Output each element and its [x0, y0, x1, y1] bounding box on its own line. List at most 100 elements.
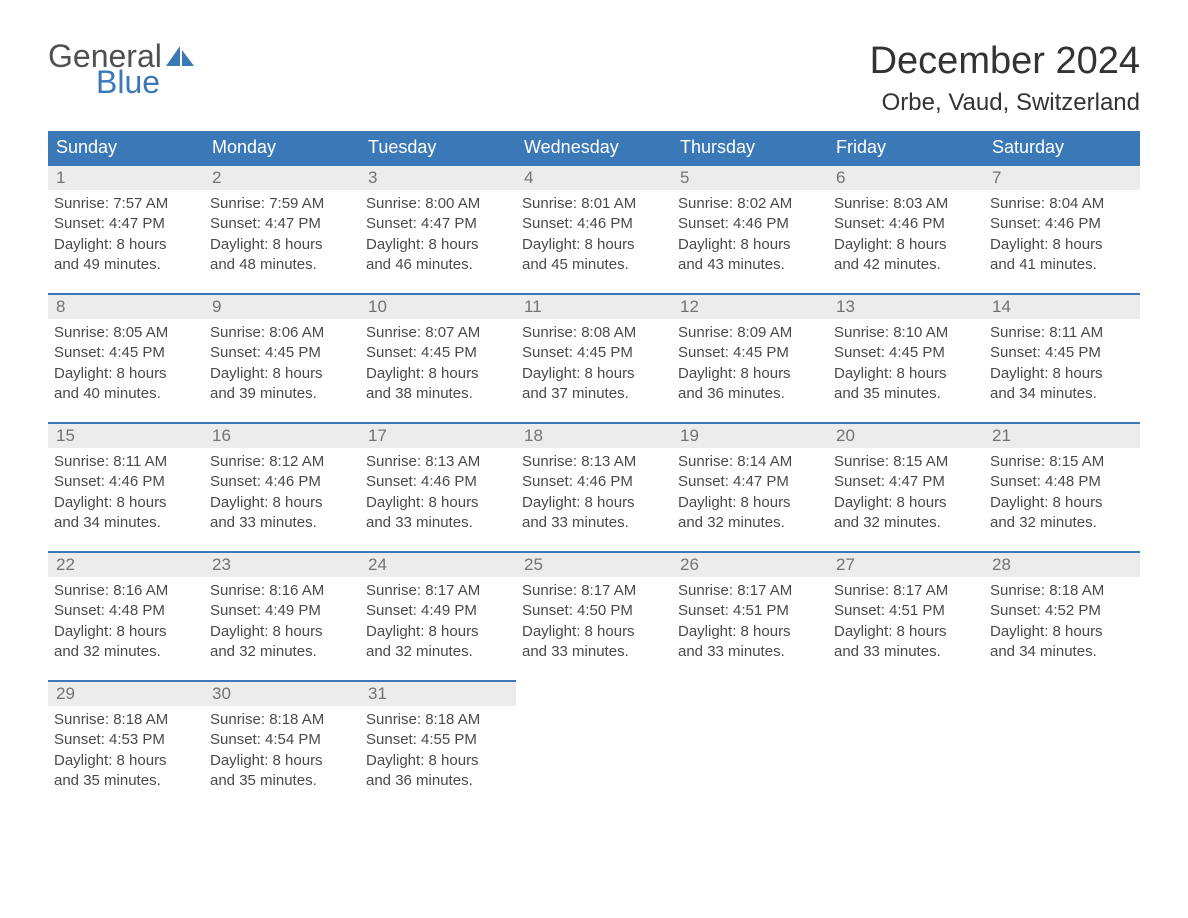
daylight-line-2: and 34 minutes.: [54, 513, 198, 533]
sunset-line: Sunset: 4:49 PM: [366, 601, 510, 621]
day-number: 5: [680, 168, 689, 187]
sunrise-line: Sunrise: 8:12 AM: [210, 452, 354, 472]
day-number: 13: [836, 297, 855, 316]
sunrise-line: Sunrise: 8:17 AM: [522, 581, 666, 601]
day-details: Sunrise: 7:57 AMSunset: 4:47 PMDaylight:…: [48, 190, 204, 275]
month-title: December 2024: [870, 40, 1140, 83]
daylight-line-1: Daylight: 8 hours: [210, 364, 354, 384]
day-number-bar: 19: [672, 422, 828, 448]
daylight-line-1: Daylight: 8 hours: [834, 364, 978, 384]
day-details: Sunrise: 8:08 AMSunset: 4:45 PMDaylight:…: [516, 319, 672, 404]
sunrise-line: Sunrise: 8:16 AM: [210, 581, 354, 601]
calendar-cell: 2Sunrise: 7:59 AMSunset: 4:47 PMDaylight…: [204, 164, 360, 275]
calendar-cell: 26Sunrise: 8:17 AMSunset: 4:51 PMDayligh…: [672, 551, 828, 662]
calendar-cell: 12Sunrise: 8:09 AMSunset: 4:45 PMDayligh…: [672, 293, 828, 404]
day-details: Sunrise: 8:11 AMSunset: 4:45 PMDaylight:…: [984, 319, 1140, 404]
day-details: Sunrise: 8:01 AMSunset: 4:46 PMDaylight:…: [516, 190, 672, 275]
empty-cell: [984, 680, 1140, 791]
day-number-bar: 17: [360, 422, 516, 448]
day-number: 7: [992, 168, 1001, 187]
calendar-cell: 20Sunrise: 8:15 AMSunset: 4:47 PMDayligh…: [828, 422, 984, 533]
sunset-line: Sunset: 4:55 PM: [366, 730, 510, 750]
sunrise-line: Sunrise: 7:57 AM: [54, 194, 198, 214]
sunset-line: Sunset: 4:49 PM: [210, 601, 354, 621]
day-header: Saturday: [984, 131, 1140, 164]
day-number-bar: 18: [516, 422, 672, 448]
day-number-bar: 10: [360, 293, 516, 319]
sunset-line: Sunset: 4:47 PM: [54, 214, 198, 234]
daylight-line-2: and 33 minutes.: [834, 642, 978, 662]
day-number-bar: 28: [984, 551, 1140, 577]
calendar-cell: 1 Sunrise: 7:57 AMSunset: 4:47 PMDaylight…: [48, 164, 204, 275]
sunrise-line: Sunrise: 8:13 AM: [366, 452, 510, 472]
sunrise-line: Sunrise: 8:18 AM: [990, 581, 1134, 601]
day-number: 11: [524, 297, 542, 316]
daylight-line-2: and 35 minutes.: [54, 771, 198, 791]
calendar-cell: 23Sunrise: 8:16 AMSunset: 4:49 PMDayligh…: [204, 551, 360, 662]
calendar-cell: 9Sunrise: 8:06 AMSunset: 4:45 PMDaylight…: [204, 293, 360, 404]
day-number-bar: 12: [672, 293, 828, 319]
sunset-line: Sunset: 4:45 PM: [54, 343, 198, 363]
sunrise-line: Sunrise: 8:18 AM: [366, 710, 510, 730]
day-number-bar: 20: [828, 422, 984, 448]
sunset-line: Sunset: 4:45 PM: [834, 343, 978, 363]
calendar-cell: 19Sunrise: 8:14 AMSunset: 4:47 PMDayligh…: [672, 422, 828, 533]
day-details: Sunrise: 8:17 AMSunset: 4:51 PMDaylight:…: [672, 577, 828, 662]
day-header: Thursday: [672, 131, 828, 164]
day-number-bar: 3: [360, 164, 516, 190]
day-number-bar: 22: [48, 551, 204, 577]
daylight-line-2: and 39 minutes.: [210, 384, 354, 404]
daylight-line-1: Daylight: 8 hours: [54, 751, 198, 771]
day-header: Friday: [828, 131, 984, 164]
week-row: 8Sunrise: 8:05 AMSunset: 4:45 PMDaylight…: [48, 293, 1140, 404]
day-details: Sunrise: 8:10 AMSunset: 4:45 PMDaylight:…: [828, 319, 984, 404]
sunrise-line: Sunrise: 8:15 AM: [834, 452, 978, 472]
sunset-line: Sunset: 4:48 PM: [54, 601, 198, 621]
daylight-line-1: Daylight: 8 hours: [678, 622, 822, 642]
day-number-bar: 24: [360, 551, 516, 577]
calendar-cell: 24 Sunrise: 8:17 AMSunset: 4:49 PMDayligh…: [360, 551, 516, 662]
day-number: 1: [56, 168, 65, 187]
sunrise-line: Sunrise: 8:01 AM: [522, 194, 666, 214]
daylight-line-1: Daylight: 8 hours: [834, 622, 978, 642]
day-details: Sunrise: 8:18 AMSunset: 4:54 PMDaylight:…: [204, 706, 360, 791]
empty-cell: [516, 680, 672, 791]
daylight-line-1: Daylight: 8 hours: [54, 622, 198, 642]
calendar-cell: 29Sunrise: 8:18 AMSunset: 4:53 PMDayligh…: [48, 680, 204, 791]
day-number-bar: 4: [516, 164, 672, 190]
daylight-line-1: Daylight: 8 hours: [210, 622, 354, 642]
daylight-line-1: Daylight: 8 hours: [54, 364, 198, 384]
day-number: 21: [992, 426, 1011, 445]
sunset-line: Sunset: 4:48 PM: [990, 472, 1134, 492]
sunrise-line: Sunrise: 8:13 AM: [522, 452, 666, 472]
day-header-row: SundayMondayTuesdayWednesdayThursdayFrid…: [48, 131, 1140, 164]
sunset-line: Sunset: 4:46 PM: [522, 214, 666, 234]
sunrise-line: Sunrise: 8:18 AM: [54, 710, 198, 730]
day-number: 31: [368, 684, 387, 703]
daylight-line-2: and 32 minutes.: [990, 513, 1134, 533]
sunrise-line: Sunrise: 8:11 AM: [54, 452, 198, 472]
daylight-line-2: and 32 minutes.: [366, 642, 510, 662]
day-details: Sunrise: 8:18 AMSunset: 4:53 PMDaylight:…: [48, 706, 204, 791]
day-details: Sunrise: 8:18 AMSunset: 4:55 PMDaylight:…: [360, 706, 516, 791]
daylight-line-2: and 33 minutes.: [210, 513, 354, 533]
calendar-cell: 30Sunrise: 8:18 AMSunset: 4:54 PMDayligh…: [204, 680, 360, 791]
sunset-line: Sunset: 4:45 PM: [990, 343, 1134, 363]
day-number-bar: 1: [48, 164, 204, 190]
day-details: Sunrise: 8:05 AMSunset: 4:45 PMDaylight:…: [48, 319, 204, 404]
sunset-line: Sunset: 4:52 PM: [990, 601, 1134, 621]
sunset-line: Sunset: 4:45 PM: [366, 343, 510, 363]
empty-cell: [672, 680, 828, 791]
daylight-line-2: and 40 minutes.: [54, 384, 198, 404]
daylight-line-1: Daylight: 8 hours: [366, 364, 510, 384]
daylight-line-2: and 49 minutes.: [54, 255, 198, 275]
day-header: Sunday: [48, 131, 204, 164]
day-number-bar: 6: [828, 164, 984, 190]
sunset-line: Sunset: 4:47 PM: [210, 214, 354, 234]
sunrise-line: Sunrise: 8:16 AM: [54, 581, 198, 601]
day-number-bar: 13: [828, 293, 984, 319]
day-number: 24: [368, 555, 387, 574]
day-details: Sunrise: 8:17 AMSunset: 4:49 PMDaylight:…: [360, 577, 516, 662]
sunset-line: Sunset: 4:46 PM: [54, 472, 198, 492]
daylight-line-2: and 48 minutes.: [210, 255, 354, 275]
